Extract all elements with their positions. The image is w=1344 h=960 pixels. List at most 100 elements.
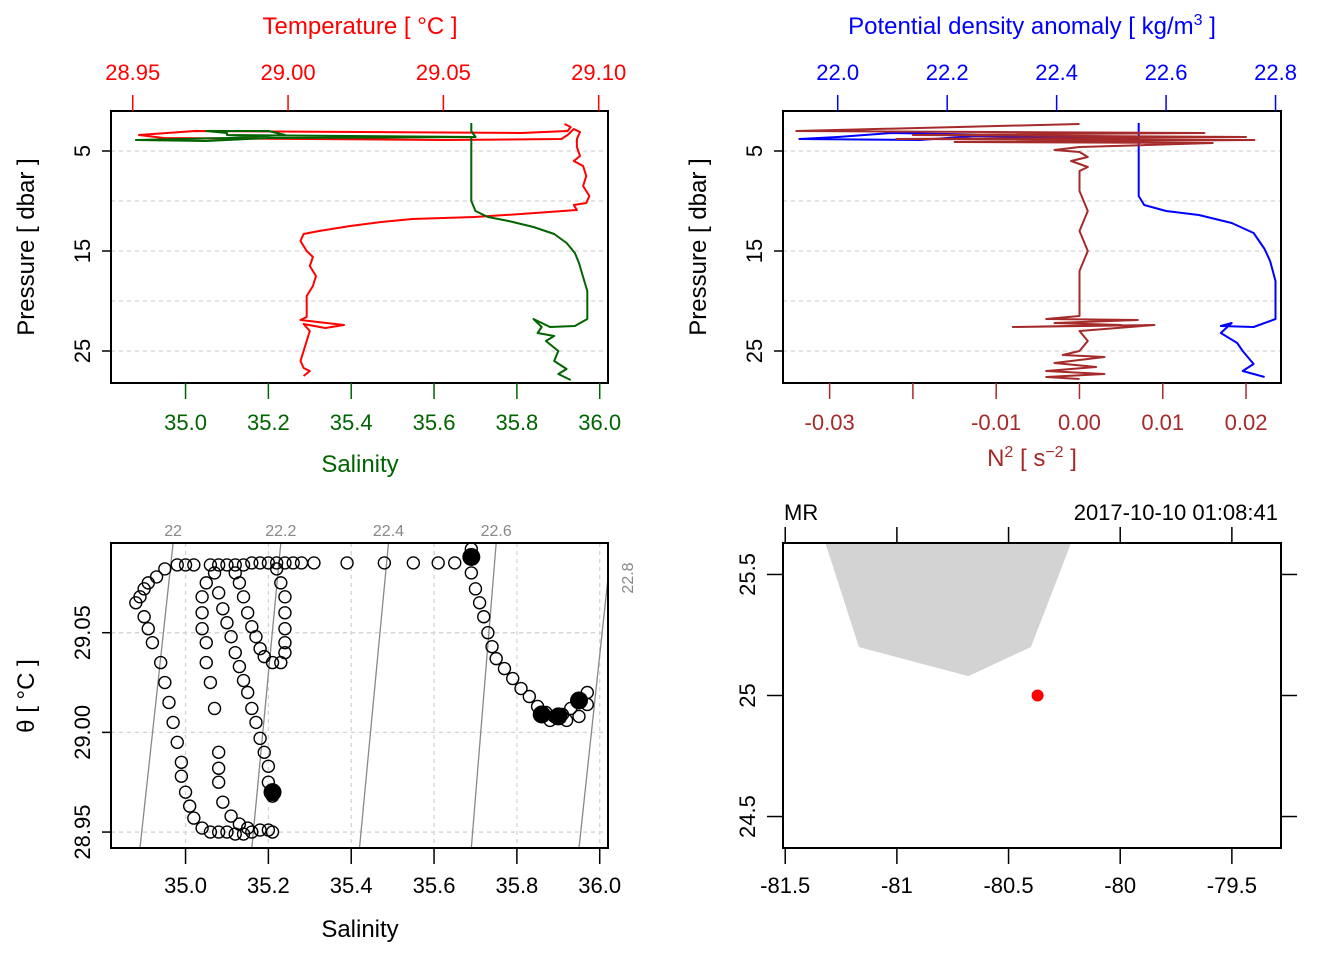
top-tick-label: 22.6 — [1145, 60, 1188, 85]
ts-point — [472, 596, 487, 610]
x-tick-label: 35.0 — [164, 873, 207, 898]
top-tick-label: 29.00 — [261, 60, 316, 85]
ts-point — [187, 811, 201, 825]
ts-point — [265, 655, 280, 670]
bottom-tick-label: 35.8 — [495, 410, 538, 435]
ts-point — [158, 562, 172, 576]
ts-point — [195, 622, 209, 636]
series-line-potential-density-anomaly — [798, 123, 1277, 378]
y-tick-label: 29.00 — [70, 705, 95, 760]
ts-point — [236, 590, 251, 604]
bottom-tick-label: 0.00 — [1058, 410, 1101, 435]
ts-point — [240, 821, 255, 835]
ts-point — [232, 659, 247, 674]
x-tick-label: -81.5 — [760, 873, 810, 898]
ts-point — [278, 590, 292, 604]
isopycnal-line — [578, 577, 609, 849]
map-label-left: MR — [784, 500, 818, 525]
ts-point — [166, 715, 180, 730]
pressure-axis-title: Pressure [ dbar ] — [13, 158, 40, 335]
ts-point — [220, 825, 234, 839]
ts-point — [278, 606, 292, 620]
n2-title-sup2: −2 — [1045, 444, 1063, 461]
y-tick-label: 25 — [735, 683, 760, 707]
isopycnal-label: 22 — [164, 523, 182, 540]
bottom-tick-label: 0.01 — [1141, 410, 1184, 435]
ts-point — [170, 735, 184, 750]
y-tick-label: 15 — [742, 239, 767, 263]
ts-point — [257, 745, 271, 760]
ts-point — [203, 558, 218, 572]
ts-point-cluster — [532, 705, 551, 724]
ts-point — [464, 566, 479, 580]
ts-point — [232, 817, 247, 831]
ts-point — [249, 715, 263, 730]
pressure-axis-title: Pressure [ dbar ] — [685, 158, 712, 335]
ts-point — [489, 651, 503, 666]
x-tick-label: -81 — [881, 873, 913, 898]
y-tick-label: 28.95 — [70, 805, 95, 860]
ts-point — [477, 610, 491, 624]
ts-point — [274, 576, 288, 590]
ts-point — [232, 576, 247, 590]
ts-point-cluster — [462, 547, 481, 566]
top-tick-label: 22.8 — [1254, 60, 1297, 85]
ts-point — [141, 622, 155, 636]
x-tick-label: -80 — [1104, 873, 1136, 898]
n2-title-sup: 2 — [1004, 444, 1013, 461]
ts-point — [178, 558, 193, 572]
ts-ylabel: θ [ °C ] — [13, 659, 40, 733]
y-tick-label: 5 — [742, 145, 767, 157]
x-tick-label: 36.0 — [578, 873, 621, 898]
ts-point — [245, 701, 259, 716]
plot-frame — [110, 542, 609, 849]
ts-point — [216, 602, 230, 616]
ts-point — [228, 558, 242, 572]
isopycnal-label: 22.2 — [265, 523, 296, 540]
top-tick-label: 22.2 — [926, 60, 969, 85]
ts-point — [220, 616, 234, 630]
ts-point — [572, 709, 586, 724]
ts-point — [240, 685, 255, 700]
ts-point — [485, 639, 499, 654]
y-tick-label: 24.5 — [735, 795, 760, 838]
ts-point — [269, 556, 284, 570]
isopycnal-label: 22.8 — [620, 562, 637, 593]
n2-title-mid: [ s — [1013, 445, 1045, 472]
ts-point — [253, 556, 267, 570]
ts-point-cluster — [263, 783, 282, 802]
ts-point — [377, 556, 392, 570]
ts-point — [294, 556, 309, 570]
density-title-end: ] — [1203, 13, 1216, 40]
ts-point — [162, 695, 176, 710]
panel-station-map: MR 2017-10-10 01:08:41 -81.5 -81 -80.5 -80 -… — [735, 500, 1297, 898]
ts-point — [406, 556, 421, 570]
isopycnal-line — [358, 542, 390, 849]
bottom-tick-label: 0.02 — [1225, 410, 1268, 435]
ts-point — [278, 645, 292, 660]
ts-point — [195, 606, 209, 620]
isopycnal-line — [470, 542, 497, 849]
ts-point — [133, 590, 147, 604]
top-tick-label: 29.05 — [416, 60, 471, 85]
ts-point — [195, 590, 209, 604]
ts-point — [199, 655, 213, 670]
ts-point — [170, 558, 184, 572]
ts-point — [269, 562, 284, 576]
ts-point — [245, 825, 259, 839]
ts-point — [216, 795, 230, 809]
ts-point — [236, 558, 251, 572]
ts-point — [145, 635, 160, 650]
ts-point — [307, 556, 321, 570]
n2-axis-title: N2 [ s−2 ] — [987, 444, 1077, 472]
ts-point — [203, 675, 218, 690]
ts-xlabel: Salinity — [321, 916, 398, 943]
ts-point — [448, 556, 462, 570]
bottom-tick-label: 36.0 — [578, 410, 621, 435]
bottom-tick-label: -0.03 — [805, 410, 855, 435]
ts-point — [522, 689, 537, 704]
ts-point — [506, 671, 520, 686]
ts-point — [340, 556, 354, 570]
isopycnal-label: 22.6 — [481, 523, 512, 540]
ts-point — [253, 641, 267, 656]
